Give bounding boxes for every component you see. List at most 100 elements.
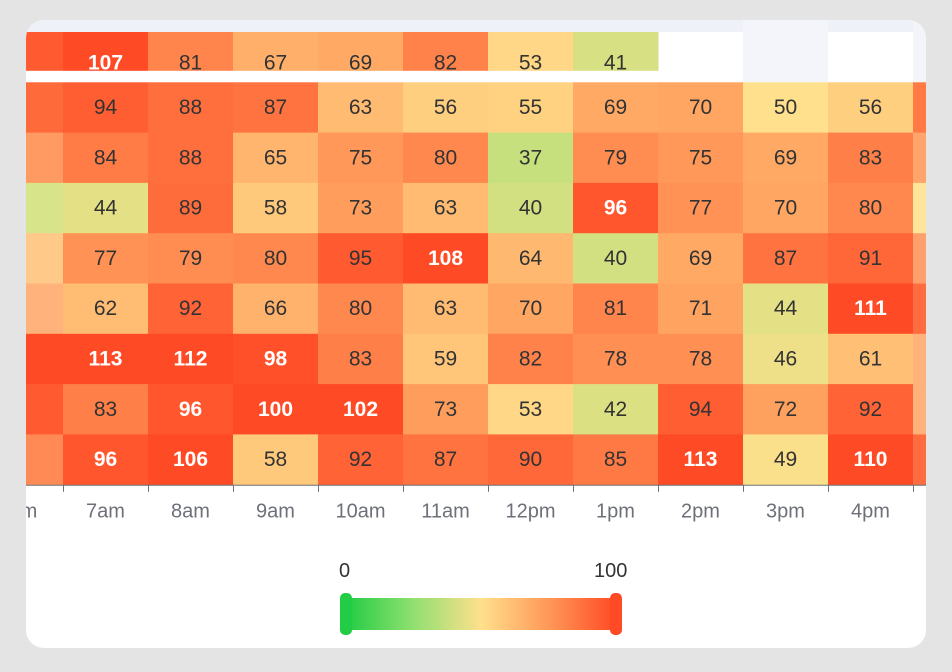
heatmap-cell[interactable] (743, 434, 829, 486)
heatmap-cell[interactable] (658, 233, 744, 284)
heatmap-cell[interactable] (488, 384, 574, 435)
heatmap-cell[interactable] (233, 233, 319, 284)
visual-map-handle-max[interactable] (610, 593, 622, 635)
heatmap-cell[interactable] (233, 384, 319, 435)
heatmap-cell[interactable] (148, 434, 234, 486)
heatmap-cell[interactable] (148, 333, 234, 385)
heatmap-cell[interactable] (233, 333, 319, 385)
visual-map[interactable] (340, 593, 622, 635)
heatmap-cell[interactable] (318, 32, 404, 71)
heatmap-cell[interactable] (658, 384, 744, 435)
heatmap-cell[interactable] (658, 333, 744, 385)
heatmap-cell[interactable] (148, 182, 234, 234)
heatmap-cell[interactable] (658, 82, 744, 134)
heatmap-cell[interactable] (828, 434, 914, 486)
heatmap-cell[interactable] (488, 233, 574, 284)
heatmap-cell[interactable] (403, 182, 489, 234)
heatmap-cell[interactable] (488, 32, 574, 71)
heatmap-cell[interactable] (573, 132, 659, 184)
heatmap-cell[interactable] (828, 233, 914, 284)
heatmap-cell[interactable] (63, 182, 149, 234)
heatmap-cell-partial[interactable] (26, 233, 63, 284)
heatmap-cell[interactable] (743, 132, 829, 184)
heatmap-cell[interactable] (63, 233, 149, 284)
heatmap-cell[interactable] (63, 82, 149, 134)
heatmap-cell[interactable] (743, 333, 829, 385)
heatmap-cell-partial[interactable] (26, 434, 63, 486)
heatmap-cell[interactable] (63, 132, 149, 184)
heatmap-cell[interactable] (148, 32, 234, 71)
heatmap-cell-partial[interactable] (26, 182, 63, 234)
heatmap-cell[interactable] (403, 384, 489, 435)
heatmap-cell[interactable] (403, 283, 489, 335)
heatmap-cell[interactable] (63, 283, 149, 335)
heatmap-cell[interactable] (658, 283, 744, 335)
heatmap-cell[interactable] (148, 283, 234, 335)
heatmap-cell[interactable] (63, 384, 149, 435)
heatmap-cell[interactable] (828, 182, 914, 234)
heatmap-cell-partial[interactable] (26, 384, 63, 435)
heatmap-cell[interactable] (233, 283, 319, 335)
heatmap-cell[interactable] (488, 283, 574, 335)
heatmap-cell[interactable] (403, 333, 489, 385)
heatmap-cell[interactable] (573, 333, 659, 385)
visual-map-handle-min[interactable] (340, 593, 352, 635)
visual-map-bar[interactable] (346, 598, 616, 630)
heatmap-cell[interactable] (658, 132, 744, 184)
heatmap-cell[interactable] (573, 182, 659, 234)
heatmap-cell[interactable] (743, 82, 829, 134)
heatmap-cell[interactable] (318, 182, 404, 234)
heatmap-cell[interactable] (573, 283, 659, 335)
heatmap-cell-partial[interactable] (26, 82, 63, 134)
heatmap-cell[interactable] (148, 384, 234, 435)
heatmap-cell[interactable] (573, 434, 659, 486)
heatmap-cell[interactable] (318, 283, 404, 335)
heatmap-cell[interactable] (403, 82, 489, 134)
heatmap-cell[interactable] (403, 32, 489, 71)
heatmap-cell[interactable] (743, 283, 829, 335)
heatmap-cell[interactable] (573, 32, 659, 71)
heatmap-cell[interactable] (63, 434, 149, 486)
heatmap-cell[interactable] (318, 434, 404, 486)
heatmap-cell[interactable] (488, 132, 574, 184)
heatmap-cell-partial[interactable] (26, 32, 63, 71)
heatmap-cell[interactable] (318, 132, 404, 184)
heatmap-cell[interactable] (233, 434, 319, 486)
heatmap-cell[interactable] (573, 384, 659, 435)
heatmap-cell[interactable] (488, 434, 574, 486)
heatmap-cell-partial[interactable] (26, 132, 63, 184)
heatmap-cell[interactable] (63, 333, 149, 385)
heatmap-cell[interactable] (318, 82, 404, 134)
heatmap-cell[interactable] (403, 233, 489, 284)
heatmap-cell[interactable] (318, 233, 404, 284)
heatmap-cell[interactable] (828, 82, 914, 134)
heatmap-cell[interactable] (743, 182, 829, 234)
heatmap-cell[interactable] (828, 333, 914, 385)
heatmap-cell[interactable] (318, 384, 404, 435)
heatmap-cell[interactable] (743, 384, 829, 435)
heatmap-cell-partial[interactable] (26, 333, 63, 385)
heatmap-cell[interactable] (233, 132, 319, 184)
heatmap-cell[interactable] (488, 333, 574, 385)
heatmap-cell[interactable] (403, 434, 489, 486)
heatmap-cell[interactable] (403, 132, 489, 184)
heatmap-cell[interactable] (233, 182, 319, 234)
heatmap-cell[interactable] (743, 233, 829, 284)
heatmap-cell[interactable] (828, 384, 914, 435)
heatmap-cell[interactable] (148, 233, 234, 284)
heatmap-cell[interactable] (318, 333, 404, 385)
heatmap-cell[interactable] (573, 233, 659, 284)
heatmap-cell[interactable] (488, 182, 574, 234)
heatmap-cell[interactable] (233, 82, 319, 134)
heatmap-cell[interactable] (828, 132, 914, 184)
heatmap-cell[interactable] (233, 32, 319, 71)
heatmap-cell-partial[interactable] (26, 283, 63, 335)
heatmap-cell[interactable] (63, 32, 149, 71)
heatmap-cell[interactable] (488, 82, 574, 134)
heatmap-cell[interactable] (658, 182, 744, 234)
heatmap-cell[interactable] (658, 434, 744, 486)
heatmap-cell[interactable] (828, 283, 914, 335)
heatmap-cell[interactable] (148, 132, 234, 184)
heatmap-cell[interactable] (573, 82, 659, 134)
heatmap-cell[interactable] (148, 82, 234, 134)
